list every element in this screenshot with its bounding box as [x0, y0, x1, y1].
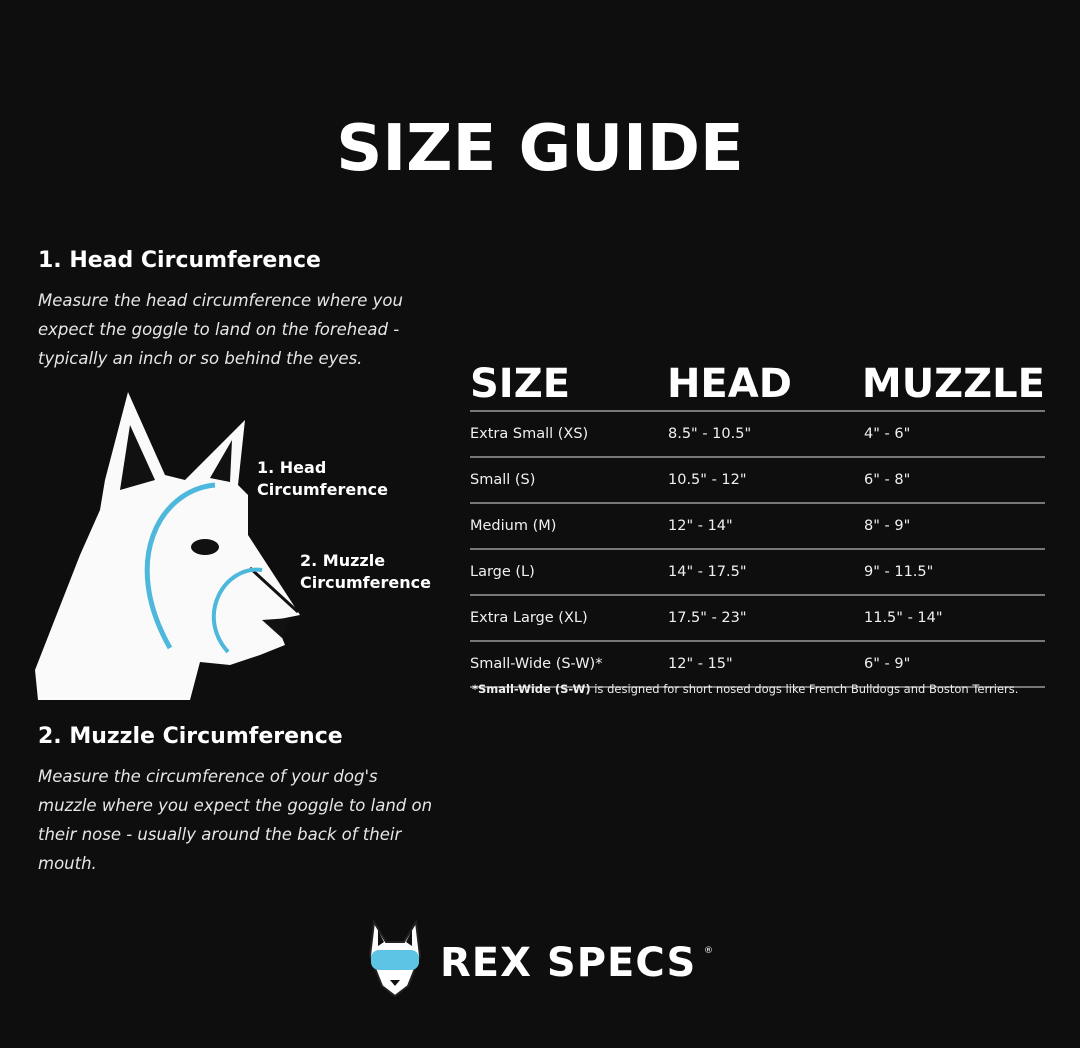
cell-muzzle: 6" - 8" — [864, 472, 911, 488]
brand-name: REX SPECS — [440, 940, 697, 986]
dog-nose — [262, 618, 290, 638]
cell-head: 17.5" - 23" — [668, 610, 747, 626]
cell-size: Medium (M) — [470, 518, 557, 534]
cell-muzzle: 6" - 9" — [864, 656, 911, 672]
label-line: 2. Muzzle — [300, 551, 386, 570]
header-muzzle: MUZZLE — [861, 361, 1045, 407]
muzzle-section-heading: 2. Muzzle Circumference — [38, 724, 343, 749]
cell-head: 14" - 17.5" — [668, 564, 747, 580]
cell-head: 12" - 15" — [668, 656, 733, 672]
head-section-heading: 1. Head Circumference — [38, 248, 321, 273]
footnote-text: is designed for short nosed dogs like Fr… — [590, 682, 1019, 696]
cell-muzzle: 4" - 6" — [864, 426, 911, 442]
footnote-bold: *Small-Wide (S-W) — [472, 682, 591, 696]
cell-size: Large (L) — [470, 564, 535, 580]
diagram-label-muzzle: 2. Muzzle Circumference — [300, 550, 431, 594]
dog-head-shape — [35, 392, 300, 700]
diagram-label-head: 1. Head Circumference — [257, 457, 388, 501]
header-head: HEAD — [666, 361, 792, 407]
page-title: SIZE GUIDE — [336, 112, 744, 186]
head-arrow — [144, 482, 216, 650]
size-table: SIZE HEAD MUZZLE Extra Small (XS) 8.5" - … — [470, 358, 1045, 688]
cell-head: 10.5" - 12" — [668, 472, 747, 488]
table-row: Medium (M) 12" - 14" 8" - 9" — [470, 502, 1045, 548]
table-row: Small (S) 10.5" - 12" 6" - 8" — [470, 456, 1045, 502]
dog-eye — [191, 539, 219, 555]
label-line: 1. Head — [257, 458, 327, 477]
label-line: Circumference — [300, 573, 431, 592]
cell-size: Extra Large (XL) — [470, 610, 588, 626]
ear-inner-left — [120, 425, 155, 490]
cell-head: 8.5" - 10.5" — [668, 426, 752, 442]
table-header: SIZE HEAD MUZZLE — [470, 358, 1045, 410]
ear-inner-right — [210, 440, 232, 482]
muzzle-arrow — [211, 567, 263, 654]
table-footnote: *Small-Wide (S-W) is designed for short … — [472, 682, 1018, 696]
cell-muzzle: 11.5" - 14" — [864, 610, 943, 626]
header-size: SIZE — [470, 361, 571, 407]
head-section-text: Measure the head circumference where you… — [38, 291, 403, 368]
cell-head: 12" - 14" — [668, 518, 733, 534]
muzzle-section-text: Measure the circumference of your dog's … — [38, 767, 433, 873]
dog-head-diagram — [35, 392, 300, 700]
cell-muzzle: 8" - 9" — [864, 518, 911, 534]
table-row: Extra Large (XL) 17.5" - 23" 11.5" - 14" — [470, 594, 1045, 640]
table-row: Small-Wide (S-W)* 12" - 15" 6" - 9" — [470, 640, 1045, 688]
table-row: Large (L) 14" - 17.5" 9" - 11.5" — [470, 548, 1045, 594]
cell-size: Small-Wide (S-W)* — [470, 656, 603, 672]
cell-size: Extra Small (XS) — [470, 426, 589, 442]
registered-mark: ® — [704, 946, 713, 956]
cell-muzzle: 9" - 11.5" — [864, 564, 934, 580]
cell-size: Small (S) — [470, 472, 536, 488]
label-line: Circumference — [257, 480, 388, 499]
rex-specs-logo-icon — [368, 920, 422, 998]
table-row: Extra Small (XS) 8.5" - 10.5" 4" - 6" — [470, 410, 1045, 456]
